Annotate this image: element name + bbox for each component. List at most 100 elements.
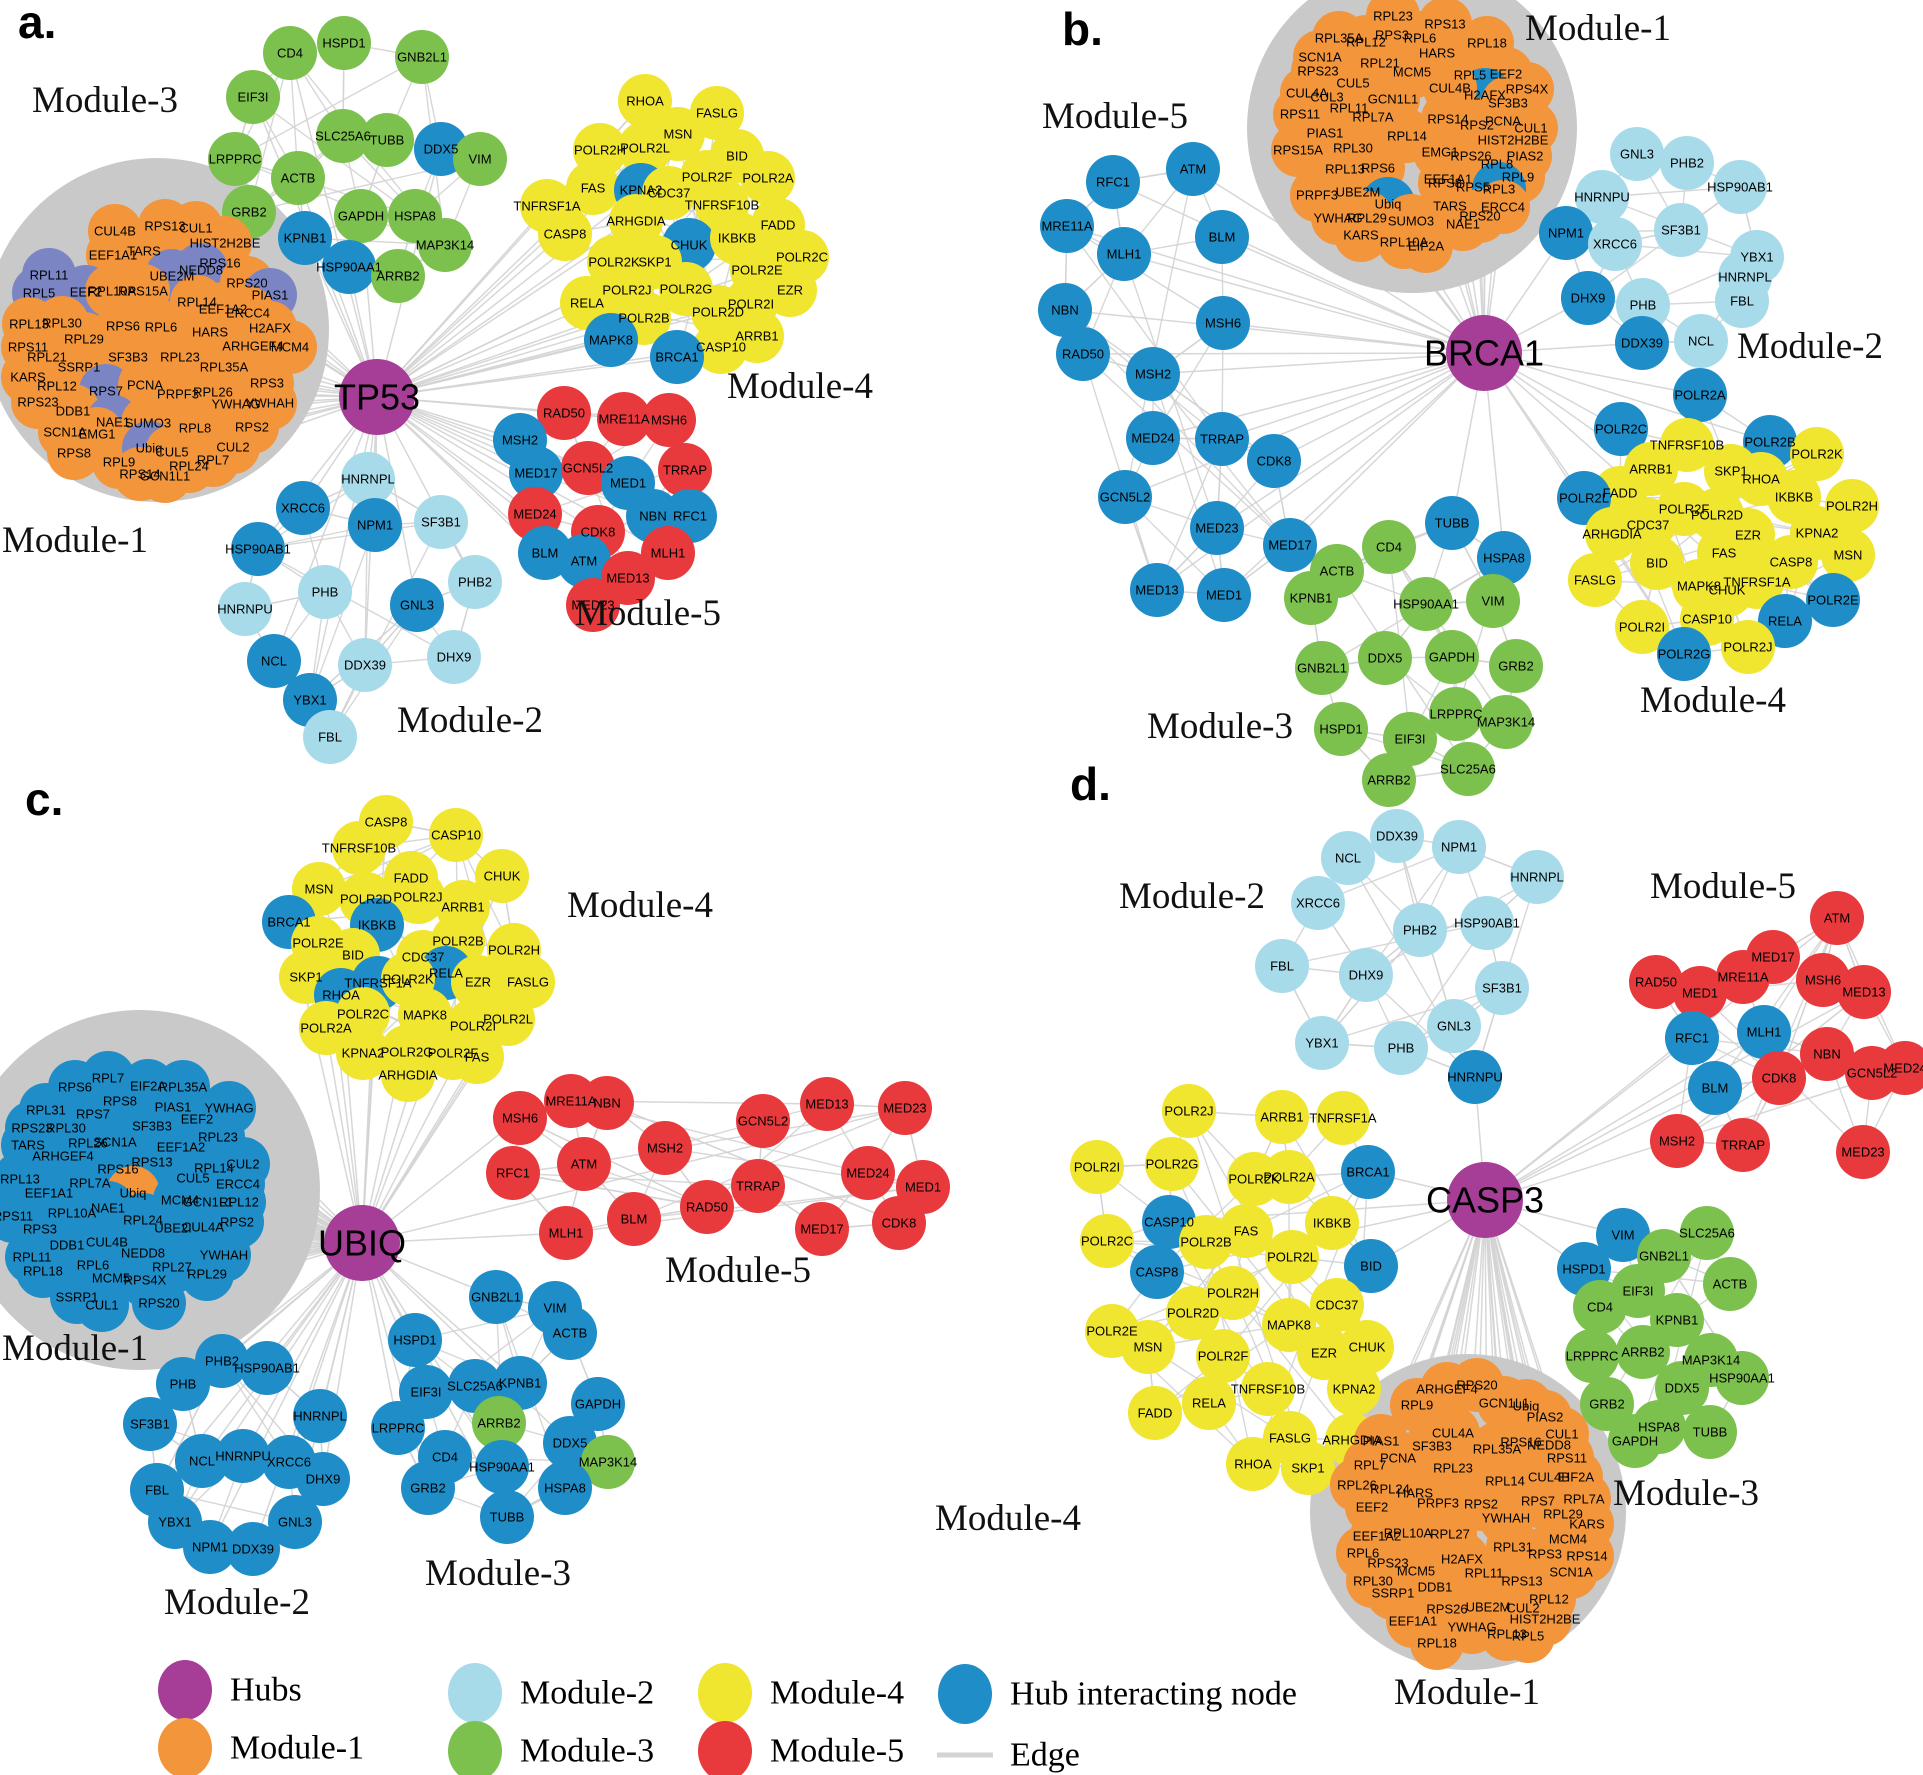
node-label: POLR2I (1074, 1160, 1120, 1175)
legend-label-hub-interacting-node: Hub interacting node (1010, 1676, 1297, 1713)
node-label: SLC25A6 (315, 129, 371, 144)
node-label: RPL24 (123, 1213, 163, 1228)
node-label: ARHGDIA (1322, 1433, 1382, 1448)
edge (1066, 225, 1223, 440)
node-label: HSPA8 (544, 1481, 586, 1496)
node-label: HSPA8 (1483, 551, 1525, 566)
node-label: RELA (1192, 1396, 1226, 1411)
legend-label-module-5: Module-5 (770, 1733, 904, 1770)
node-CASP10 (694, 320, 748, 374)
node-label: RPL12 (1529, 1592, 1569, 1607)
node-label: PRPF3 (1417, 1496, 1459, 1511)
node-NBN (580, 1076, 634, 1130)
node-label: DDX39 (1621, 336, 1663, 351)
node-label: RPS13 (1501, 1574, 1542, 1589)
node-CASP8 (538, 207, 592, 261)
node-label: POLR2J (393, 890, 442, 905)
node-label: LRPPRC (372, 1421, 425, 1436)
node-label: CASP10 (696, 340, 746, 355)
node-label: GCN5L2 (1847, 1066, 1898, 1081)
node-label: NAE1 (1446, 217, 1480, 232)
node-label: GNL3 (278, 1515, 312, 1530)
node-label: RPL29 (64, 332, 104, 347)
node-label: POLR2H (488, 943, 540, 958)
node-label: ARHGDIA (606, 214, 666, 229)
node-MRE11A (1716, 950, 1770, 1004)
node-POLR2A (1673, 368, 1727, 422)
edge (309, 396, 378, 701)
node-label: SF3B1 (1661, 223, 1701, 238)
node-label: PIAS2 (1527, 1410, 1564, 1425)
node-label: CD4 (432, 1450, 458, 1465)
node-label: HNRNPU (217, 602, 273, 617)
node-label: EZR (1735, 528, 1761, 543)
node-GAPDH (1425, 630, 1479, 684)
module-label-module-3: Module-3 (425, 1553, 571, 1594)
node-label: RPL7 (92, 1071, 125, 1086)
node-GCN5L2 (736, 1094, 790, 1148)
node-label: HSP90AB1 (234, 1361, 300, 1376)
node-label: EZR (1311, 1346, 1337, 1361)
node-label: GRB2 (1498, 659, 1533, 674)
node-label: RPS6 (58, 1080, 92, 1095)
node-label: RPS23 (17, 395, 58, 410)
node-label: RPL13 (1487, 1627, 1527, 1642)
node-label: MED13 (606, 571, 649, 586)
node-label: RPL9 (103, 455, 136, 470)
node-label: GCN5L2 (563, 461, 614, 476)
node-label: EEF2 (1356, 1500, 1389, 1515)
node-label: TARS (127, 244, 161, 259)
node-label: CASP10 (1144, 1215, 1194, 1230)
node-label: GRB2 (231, 205, 266, 220)
node-label: HARS (1397, 1486, 1433, 1501)
node-label: SCN1A (1298, 50, 1342, 65)
edge (1365, 876, 1538, 976)
node-label: RPS13 (131, 1155, 172, 1170)
node-label: HNRNPL (293, 1409, 346, 1424)
node-label: RPL18 (1467, 36, 1507, 51)
node-label: CDC37 (648, 186, 691, 201)
node-label: MED13 (1842, 985, 1885, 1000)
module-label-module-1: Module-1 (1525, 8, 1671, 49)
node-label: NCL (261, 654, 287, 669)
node-label: ERCC4 (1481, 200, 1525, 215)
node-label: VIM (1481, 594, 1504, 609)
node-HSP90AB1 (240, 1341, 294, 1395)
node-label: RPS16 (199, 256, 240, 271)
node-label: NPM1 (1548, 226, 1584, 241)
node-label: ACTB (281, 171, 316, 186)
node-label: SSRP1 (56, 1290, 99, 1305)
node-ARHGDIA (1585, 507, 1639, 561)
node-label: CASP8 (365, 815, 408, 830)
node-label: RPL6 (1404, 31, 1437, 46)
node-POLR2A (1262, 1150, 1316, 1204)
node-label: IKBKB (1775, 490, 1813, 505)
node-label: POLR2F (1198, 1349, 1249, 1364)
node-RPS20 (1453, 189, 1507, 243)
node-label: EEF1A2 (199, 302, 247, 317)
node-ATM (1166, 142, 1220, 196)
node-ARHGDIA (381, 1048, 435, 1102)
node-label: EIF3I (1394, 732, 1425, 747)
node-label: TARS (1433, 199, 1467, 214)
node-VIM (1466, 574, 1520, 628)
node-label: RPL11 (1330, 101, 1369, 116)
node-label: MRE11A (598, 412, 649, 427)
node-label: GNL3 (1620, 147, 1654, 162)
module-label-module-5: Module-5 (1042, 96, 1188, 137)
node-label: RPL21 (1360, 56, 1400, 71)
node-label: MSH2 (502, 433, 538, 448)
node-LRPPRC (371, 1401, 425, 1455)
node-label: RPL11 (13, 1250, 52, 1265)
node-label: RPL7A (69, 1176, 111, 1191)
node-HSP90AB1 (1713, 160, 1767, 214)
node-label: MAP3K14 (1682, 1353, 1741, 1368)
node-label: FBL (318, 730, 342, 745)
node-FASLG (1568, 553, 1622, 607)
module-label-module-2: Module-2 (164, 1582, 310, 1623)
node-label: FASLG (1574, 573, 1616, 588)
node-KPNB1 (1650, 1293, 1704, 1347)
node-label: RPL35A (200, 360, 249, 375)
node-TRRAP (1716, 1118, 1770, 1172)
node-label: MED1 (905, 1180, 941, 1195)
